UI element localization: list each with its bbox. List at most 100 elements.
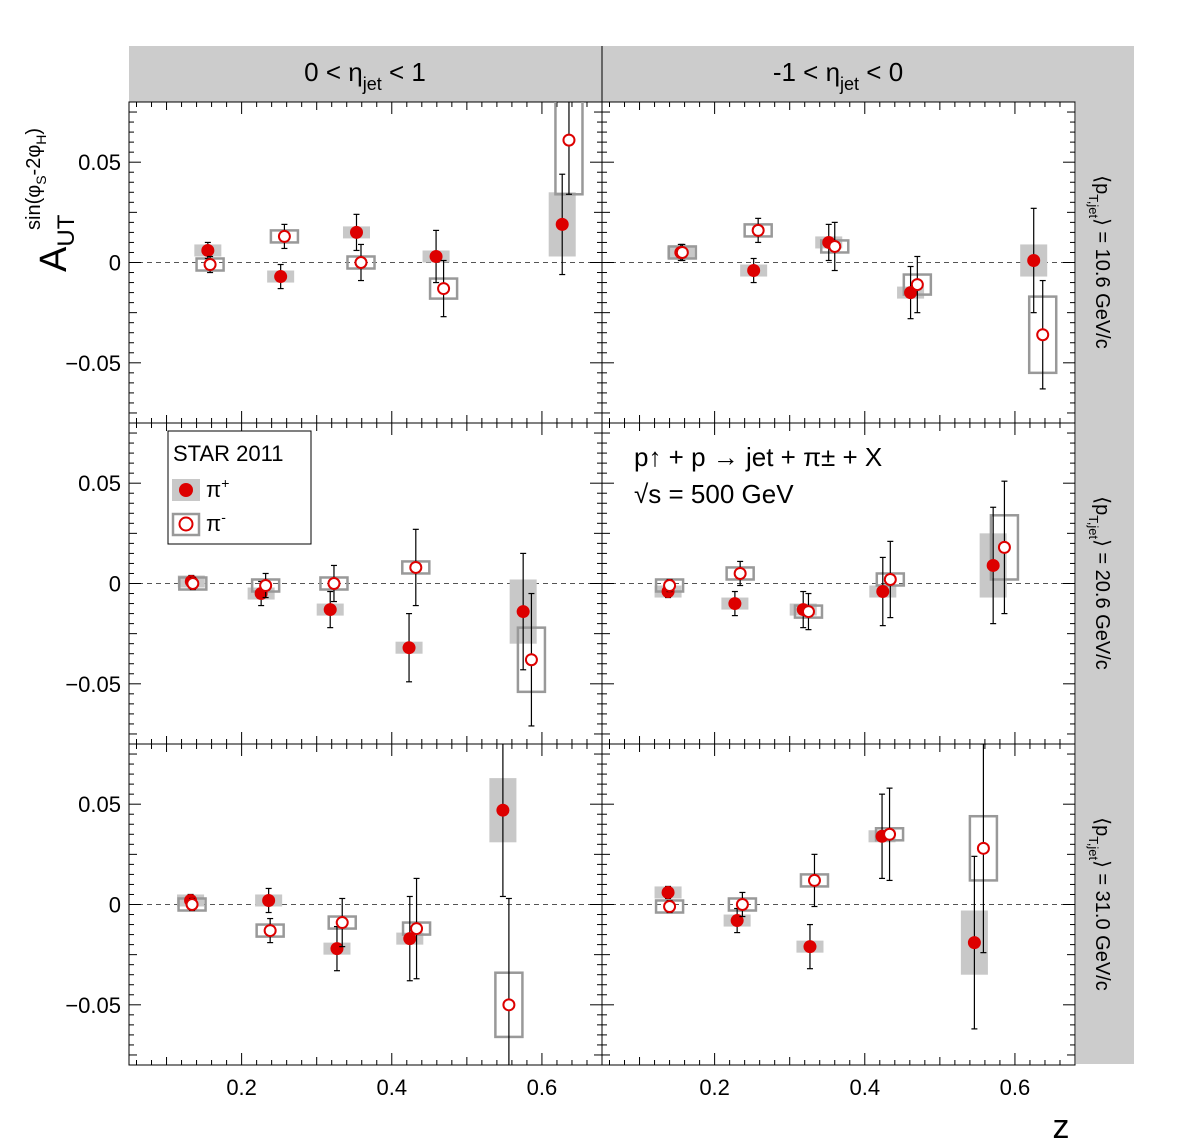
- pi-minus-marker: [883, 572, 897, 586]
- row-header-band: [1076, 46, 1134, 1064]
- pi-minus-marker: [203, 258, 217, 272]
- svg-text:⟨pT,jet⟩ = 10.6 GeV/c: ⟨pT,jet⟩ = 10.6 GeV/c: [1086, 175, 1113, 348]
- legend-pi-minus-syst: [171, 512, 201, 537]
- panel-2-1: 0.2 0.4 0.6: [601, 743, 1076, 1100]
- pi-plus-marker: [967, 936, 981, 950]
- legend-pi-plus-label: π+: [206, 475, 229, 502]
- y-tick-label: 0.05: [78, 150, 121, 175]
- panel-data: [654, 480, 1020, 631]
- svg-text:sin(φS-2φH): sin(φS-2φH): [23, 128, 49, 230]
- pi-plus-marker: [730, 914, 744, 928]
- pi-plus-marker: [323, 603, 337, 617]
- pi-minus-marker: [437, 282, 451, 296]
- panel-data: [194, 102, 584, 318]
- pi-minus-marker: [997, 540, 1011, 554]
- pi-minus-marker: [409, 560, 423, 574]
- pi-minus-marker: [327, 577, 341, 590]
- pi-minus-marker: [502, 998, 516, 1012]
- y-tick-label: 0: [109, 572, 121, 597]
- pi-minus-marker: [524, 653, 538, 667]
- x-axis-label: z: [1053, 1108, 1070, 1145]
- panels-group: 0.050−0.050.050−0.050.050−0.050.2 0.4 0.6 0…: [65, 101, 1076, 1100]
- pi-minus-marker: [675, 245, 689, 259]
- svg-text:⟨pT,jet⟩ = 20.6 GeV/c: ⟨pT,jet⟩ = 20.6 GeV/c: [1086, 496, 1113, 669]
- pi-minus-marker: [277, 229, 291, 243]
- pi-plus-marker: [349, 225, 363, 239]
- panel-2-0: 0.05 0 −0.05 0.2 0.4 0.6: [65, 743, 603, 1100]
- y-tick-label: −0.05: [65, 351, 121, 376]
- pi-plus-marker: [803, 940, 817, 954]
- pi-minus-marker: [828, 239, 842, 253]
- pi-minus-marker: [185, 898, 199, 911]
- x-tick-label: 0.6: [527, 1075, 558, 1100]
- panel-data: [177, 744, 524, 1065]
- x-tick-label: 0.4: [849, 1075, 880, 1100]
- legend-pi-minus-marker: [178, 516, 194, 532]
- row-header-1: ⟨pT,jet⟩ = 10.6 GeV/c: [1086, 175, 1113, 348]
- x-tick-label: 0.4: [376, 1075, 407, 1100]
- panel-0-0: 0.05 0 −0.05: [65, 101, 603, 424]
- pi-minus-marker: [259, 579, 273, 593]
- y-tick-label: 0: [109, 251, 121, 276]
- pi-plus-marker: [262, 893, 276, 907]
- pi-minus-marker: [807, 873, 821, 887]
- svg-text:⟨pT,jet⟩ = 31.0 GeV/c: ⟨pT,jet⟩ = 31.0 GeV/c: [1086, 817, 1113, 990]
- pi-minus-marker: [354, 256, 368, 269]
- pi-plus-marker: [986, 558, 1000, 572]
- pi-minus-marker: [186, 577, 200, 590]
- pi-plus-marker: [661, 885, 675, 899]
- pi-minus-marker: [733, 566, 747, 580]
- column-header-left: 0 < ηjet < 1: [304, 57, 426, 94]
- row-header-2: ⟨pT,jet⟩ = 20.6 GeV/c: [1086, 496, 1113, 669]
- pi-plus-marker: [274, 270, 288, 284]
- panel-0-1: [601, 101, 1076, 424]
- pi-plus-marker: [516, 605, 530, 619]
- pi-minus-marker: [976, 841, 990, 855]
- legend-pi-plus-marker: [179, 483, 193, 497]
- pi-plus-marker: [402, 641, 416, 655]
- pi-plus-marker: [429, 249, 443, 263]
- y-tick-label: 0: [109, 893, 121, 918]
- pi-minus-marker: [410, 922, 424, 936]
- pi-minus-marker: [562, 133, 576, 147]
- pi-plus-marker: [747, 264, 761, 278]
- pi-minus-marker: [735, 898, 749, 911]
- panel-1-0: 0.05 0 −0.05: [65, 422, 603, 745]
- x-tick-label: 0.2: [226, 1075, 257, 1100]
- x-tick-label: 0.2: [699, 1075, 730, 1100]
- pi-plus-marker: [1027, 253, 1041, 267]
- y-axis-label: AUT sin(φS-2φH): [23, 128, 80, 272]
- pi-minus-marker: [663, 579, 677, 593]
- y-tick-label: 0.05: [78, 792, 121, 817]
- y-tick-label: −0.05: [65, 672, 121, 697]
- legend-pi-minus-label: π-: [206, 509, 226, 536]
- pi-minus-marker: [751, 223, 765, 237]
- pi-plus-marker: [728, 597, 742, 611]
- annotation-energy: √s = 500 GeV: [634, 479, 794, 509]
- pi-plus-marker: [876, 585, 890, 599]
- row-header-3: ⟨pT,jet⟩ = 31.0 GeV/c: [1086, 817, 1113, 990]
- pi-plus-marker: [496, 803, 510, 817]
- pi-minus-marker: [263, 924, 277, 938]
- svg-text:AUT: AUT: [33, 214, 80, 272]
- panel-data: [667, 207, 1058, 390]
- y-tick-label: −0.05: [65, 993, 121, 1018]
- pi-minus-marker: [1036, 328, 1050, 342]
- annotation-reaction: p↑ + p → jet + π± + X: [634, 442, 882, 472]
- pi-plus-marker: [330, 942, 344, 956]
- pi-minus-marker: [910, 278, 924, 292]
- pi-plus-marker: [201, 243, 215, 257]
- y-tick-label: 0.05: [78, 471, 121, 496]
- pi-plus-marker: [403, 932, 417, 946]
- pi-minus-marker: [335, 916, 349, 930]
- legend: STAR 2011 π+ π-: [167, 430, 312, 545]
- x-tick-label: 0.6: [1000, 1075, 1031, 1100]
- panel-data: [177, 528, 547, 727]
- legend-title: STAR 2011: [173, 441, 283, 466]
- pi-minus-marker: [663, 900, 677, 914]
- pi-minus-marker: [883, 827, 897, 841]
- pi-minus-marker: [801, 605, 815, 619]
- panel-data: [654, 744, 999, 1030]
- pi-plus-marker: [555, 217, 569, 231]
